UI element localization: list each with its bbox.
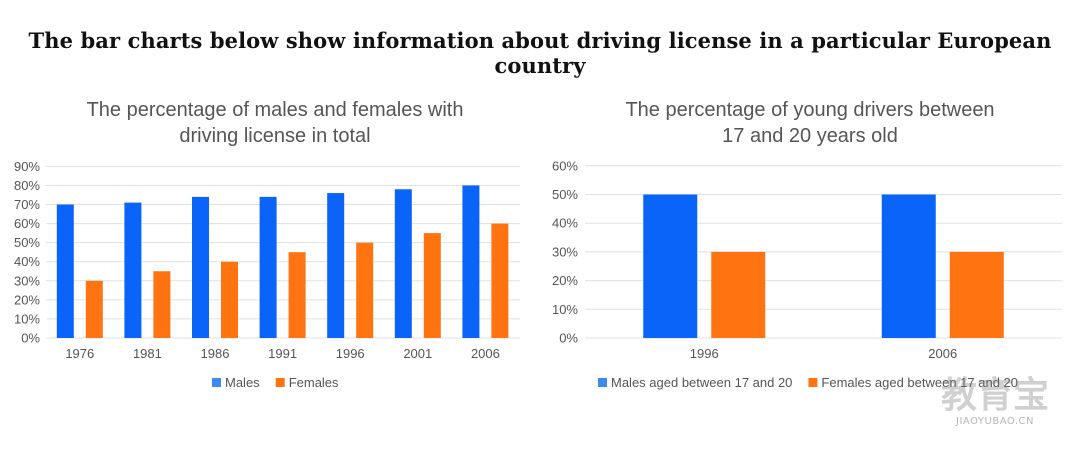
left-legend-swatch-males bbox=[212, 378, 221, 387]
left-y-tick-label: 30% bbox=[14, 273, 40, 288]
right-bar-females bbox=[949, 251, 1004, 338]
right-x-tick-label: 2006 bbox=[928, 346, 957, 361]
chart-title-left-line1: The percentage of males and females with bbox=[86, 99, 464, 121]
left-bar-females bbox=[221, 261, 238, 338]
right-y-tick-label: 30% bbox=[552, 244, 578, 259]
right-y-tick-label: 10% bbox=[552, 302, 578, 317]
right-y-tick-label: 20% bbox=[552, 273, 578, 288]
left-y-tick-label: 80% bbox=[14, 178, 40, 193]
right-bar-males bbox=[643, 194, 698, 338]
left-x-tick-label: 1991 bbox=[268, 346, 297, 361]
right-legend-label-females: Females aged between 17 and 20 bbox=[821, 375, 1018, 390]
right-x-tick-label: 1996 bbox=[690, 346, 719, 361]
watermark-sub-text: JIAOYUBAO.CN bbox=[956, 416, 1034, 427]
left-y-tick-label: 0% bbox=[21, 331, 40, 346]
left-legend-label-females: Females bbox=[289, 375, 339, 390]
right-y-tick-label: 60% bbox=[552, 158, 578, 173]
chart-title-right-line2: 17 and 20 years old bbox=[722, 125, 898, 147]
right-legend-swatch-females bbox=[808, 378, 818, 387]
left-x-tick-label: 1976 bbox=[65, 346, 94, 361]
left-x-tick-label: 1981 bbox=[133, 346, 162, 361]
left-x-tick-label: 2001 bbox=[403, 346, 432, 361]
left-y-tick-label: 70% bbox=[14, 197, 40, 212]
left-y-tick-label: 60% bbox=[14, 216, 40, 231]
left-y-tick-label: 50% bbox=[14, 235, 40, 250]
left-bar-females bbox=[153, 271, 171, 338]
left-x-tick-label: 2006 bbox=[471, 346, 500, 361]
left-bar-males bbox=[462, 185, 480, 338]
page-title: The bar charts below show information ab… bbox=[28, 28, 1052, 78]
left-bar-females bbox=[288, 252, 306, 338]
left-bar-females bbox=[423, 233, 441, 338]
chart-title-right: The percentage of young drivers between … bbox=[560, 97, 1060, 149]
right-y-tick-label: 40% bbox=[552, 216, 578, 231]
watermark-logo: 教育宝 JIAOYUBAO.CN bbox=[930, 375, 1060, 428]
right-y-tick-label: 50% bbox=[552, 187, 578, 202]
left-bar-males bbox=[56, 204, 74, 338]
left-bar-males bbox=[327, 193, 345, 338]
chart-title-right-line1: The percentage of young drivers between bbox=[625, 99, 995, 121]
right-bar-females bbox=[711, 251, 766, 338]
left-bar-females bbox=[356, 242, 374, 338]
right-y-tick-label: 0% bbox=[559, 331, 578, 346]
left-bar-males bbox=[192, 196, 209, 338]
left-bar-females bbox=[491, 223, 509, 338]
left-bar-males bbox=[124, 202, 142, 338]
left-y-tick-label: 90% bbox=[14, 159, 40, 174]
left-x-tick-label: 1986 bbox=[201, 346, 230, 361]
left-x-tick-label: 1996 bbox=[336, 346, 365, 361]
chart-title-left: The percentage of males and females with… bbox=[40, 97, 510, 149]
watermark-main-text: 教育宝 bbox=[940, 375, 1049, 416]
right-bar-males bbox=[881, 194, 936, 338]
left-y-tick-label: 10% bbox=[14, 311, 40, 326]
left-bar-males bbox=[394, 189, 412, 338]
right-legend-swatch-males bbox=[598, 378, 607, 387]
chart-title-left-line2: driving license in total bbox=[179, 125, 371, 147]
left-y-tick-label: 40% bbox=[14, 254, 40, 269]
left-legend-swatch-females bbox=[275, 378, 285, 387]
left-legend-label-males: Males bbox=[225, 375, 260, 390]
left-bar-females bbox=[85, 280, 103, 338]
right-legend-label-males: Males aged between 17 and 20 bbox=[611, 375, 792, 390]
left-bar-males bbox=[259, 196, 277, 338]
left-y-tick-label: 20% bbox=[14, 292, 40, 307]
